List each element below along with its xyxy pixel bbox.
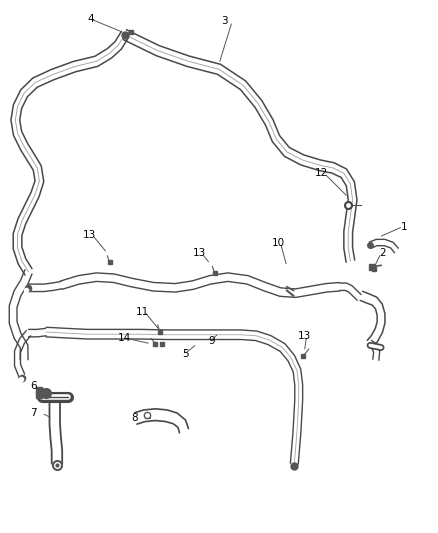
Text: 14: 14 [118,334,131,343]
Text: 9: 9 [208,336,215,346]
Text: 5: 5 [182,350,188,359]
Text: 2: 2 [379,248,385,258]
Text: 13: 13 [83,230,96,239]
Text: 4: 4 [88,14,94,23]
Text: 13: 13 [298,331,311,341]
Text: 13: 13 [193,248,206,258]
Text: 10: 10 [272,238,285,247]
Text: 7: 7 [31,408,37,418]
Text: 1: 1 [401,222,407,231]
Text: 8: 8 [131,414,138,423]
Text: 3: 3 [221,17,228,26]
Text: 6: 6 [31,382,37,391]
Text: 12: 12 [315,168,328,178]
Text: 11: 11 [136,307,149,317]
